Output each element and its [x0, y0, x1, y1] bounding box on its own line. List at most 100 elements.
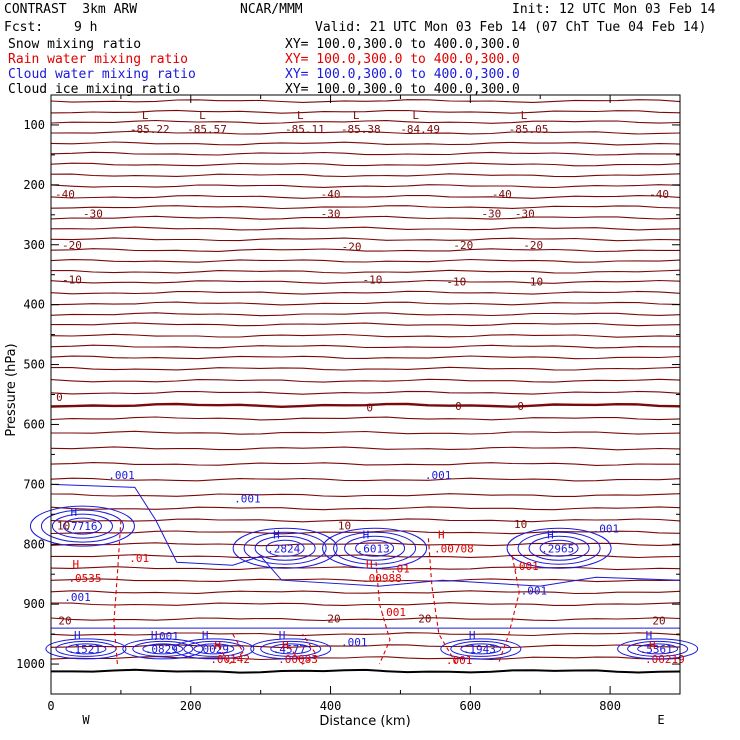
init-time: Init: 12 UTC Mon 03 Feb 14: [512, 2, 716, 17]
cloud-water-contour: [344, 535, 406, 561]
temperature-contour: [50, 518, 681, 523]
cloud-max-marker: H: [74, 629, 81, 642]
low-value: -85.22: [130, 123, 170, 136]
x-tick-label: 800: [599, 699, 621, 713]
cloud-water-contour: [40, 509, 124, 543]
temperature-label: -10: [446, 275, 466, 288]
x-tick-label: 400: [320, 699, 342, 713]
cloud-water-contour: [333, 531, 417, 565]
temperature-contour: [50, 162, 681, 167]
cloud-water-contour: [45, 638, 127, 660]
temperature-label: 10: [514, 518, 527, 531]
temperature-contour: [51, 322, 681, 327]
cloud-water-contour: [183, 640, 245, 657]
temperature-contour: [50, 226, 681, 231]
temperature-label: -10: [62, 273, 82, 286]
temperature-contour: [50, 258, 681, 263]
cloud-water-contour: [142, 643, 184, 655]
rain-max-marker: H: [282, 639, 289, 652]
cloud-max-value: .1521: [68, 643, 101, 656]
cloud-contour-label: .001: [521, 585, 548, 598]
rain-water-contour: [427, 538, 457, 665]
cloud-max-value: .4577: [273, 643, 306, 656]
temperature-label: 20: [418, 613, 431, 626]
temperature-contour: [50, 205, 681, 210]
cloud-water-contour: [637, 643, 679, 655]
temperature-contour: [50, 602, 681, 606]
temperature-contour: [51, 430, 681, 435]
field-name-rain: Rain water mixing ratio: [8, 52, 189, 67]
rain-water-contour: [375, 562, 391, 665]
temperature-contour: [50, 493, 681, 497]
y-axis-title: Pressure (hPa): [4, 343, 19, 436]
temperature-contour: [50, 402, 681, 409]
cloud-max-marker: H: [469, 629, 476, 642]
temperature-contour: [50, 119, 681, 124]
temperature-label: 0: [56, 391, 63, 404]
cloud-water-contour: [193, 643, 235, 655]
temperature-label: -40: [492, 188, 512, 201]
temperature-label: -30: [321, 208, 341, 221]
temperature-contour: [51, 366, 681, 371]
temperature-contour: [50, 462, 680, 466]
x-tick-label: 0: [47, 699, 54, 713]
temperature-contour: [50, 290, 681, 295]
low-marker: L: [521, 109, 528, 122]
temperature-contour: [50, 301, 681, 306]
cloud-max-marker: H: [70, 506, 77, 519]
field-xy-cloud-water: XY= 100.0,300.0 to 400.0,300.0: [285, 67, 520, 82]
y-tick-label: 400: [23, 298, 45, 312]
rain-water-contour: [113, 520, 122, 665]
temperature-label: -20: [342, 241, 362, 254]
cloud-water-contour: [265, 539, 305, 557]
rain-max-value: .00708: [434, 542, 474, 555]
cloud-contour-label: .001: [152, 630, 179, 643]
x-end-east: E: [657, 713, 664, 727]
temperature-contour: [50, 237, 681, 242]
cloud-water-contour: [506, 527, 612, 569]
cloud-water-contour: [62, 517, 102, 535]
temperature-contour: [50, 617, 681, 622]
rain-water-contour: [218, 633, 244, 665]
temperature-label: -10: [523, 275, 543, 288]
temperature-label: -20: [62, 239, 82, 252]
field-name-snow: Snow mixing ratio: [8, 37, 142, 52]
temperature-label: 20: [652, 614, 665, 627]
field-xy-snow: XY= 100.0,300.0 to 400.0,300.0: [285, 37, 520, 52]
cloud-water-contour: [254, 535, 316, 561]
temperature-label: 20: [327, 613, 340, 626]
temperature-contour: [50, 446, 681, 451]
low-marker: L: [199, 109, 206, 122]
cloud-max-marker: H: [202, 629, 209, 642]
temperature-contour: [50, 141, 681, 146]
temperature-contour: [50, 215, 681, 220]
temperature-contour: [50, 344, 680, 349]
temperature-label: -30: [515, 208, 535, 221]
temperature-label: -30: [83, 208, 103, 221]
low-marker: L: [353, 109, 360, 122]
rain-contour-label: .001: [379, 606, 406, 619]
cloud-contour-label: .001: [108, 469, 135, 482]
rain-water-contour: [497, 556, 520, 665]
temperature-label: 10: [57, 520, 70, 533]
field-xy-rain: XY= 100.0,300.0 to 400.0,300.0: [285, 52, 520, 67]
cloud-water-contour: [65, 643, 107, 655]
cloud-contour-label: .001: [425, 469, 452, 482]
field-name-cloud-water: Cloud water mixing ratio: [8, 67, 196, 82]
cloud-max-value: .2965: [541, 542, 574, 555]
temperature-contour: [50, 194, 681, 199]
temperature-contour: [50, 390, 681, 395]
rain-contour-label: .01: [129, 552, 149, 565]
rain-layer: H.0535H.00988H.00708H.00142H.00083H.0021…: [68, 520, 685, 667]
temperature-contour: [50, 173, 681, 178]
y-tick-label: 700: [23, 477, 45, 491]
cloud-water-contour: [122, 638, 204, 660]
cloud-water-contour: [29, 505, 135, 547]
cloud-max-marker: H: [279, 629, 286, 642]
cloud-max-value: .0829: [145, 643, 178, 656]
forecast-hour: 9 h: [74, 20, 98, 35]
cloud-water-contour: [51, 513, 113, 539]
cloud-max-value: .2824: [267, 542, 300, 555]
cloud-max-marker: H: [151, 629, 158, 642]
